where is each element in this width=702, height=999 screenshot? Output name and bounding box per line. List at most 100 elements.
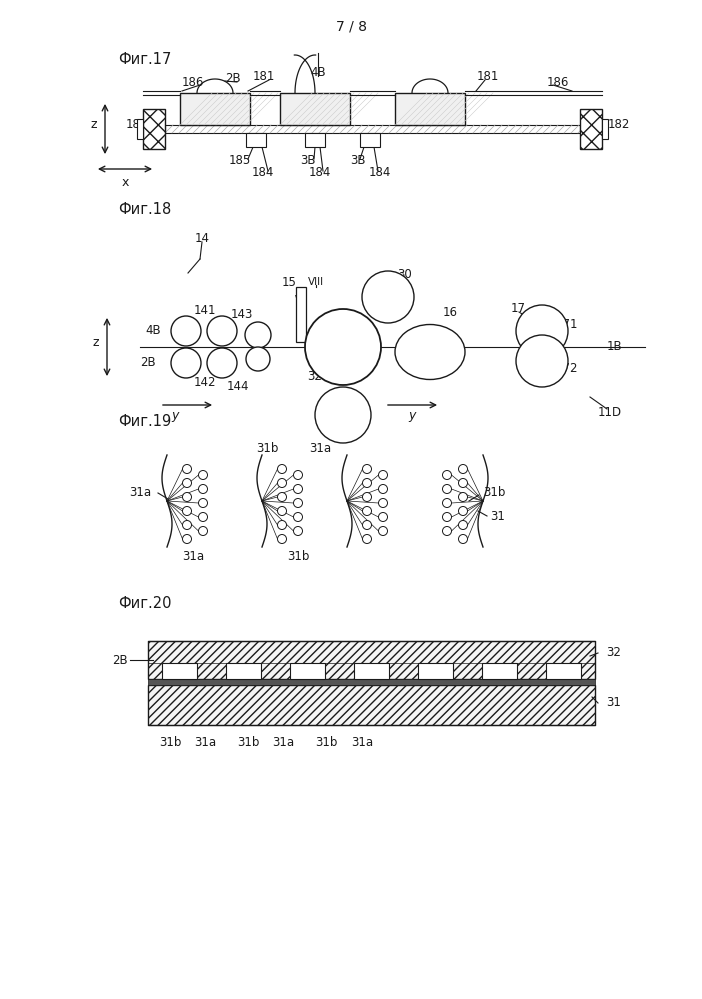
Text: 172: 172 (556, 363, 578, 376)
Circle shape (362, 534, 371, 543)
Circle shape (442, 499, 451, 507)
Bar (148, 685, 595, 725)
Text: 184: 184 (369, 167, 391, 180)
Text: z: z (91, 118, 97, 131)
Circle shape (207, 348, 237, 378)
Text: y: y (409, 409, 416, 422)
Text: VII: VII (337, 332, 349, 342)
Circle shape (293, 512, 303, 521)
Text: 184: 184 (309, 167, 331, 180)
Bar (165, 125, 580, 133)
Text: 2B: 2B (112, 653, 128, 666)
Bar (162, 663, 197, 679)
Circle shape (378, 499, 388, 507)
Text: z: z (93, 336, 99, 349)
Text: 11D: 11D (598, 406, 622, 419)
Circle shape (277, 479, 286, 488)
Text: 143: 143 (231, 308, 253, 321)
Bar (246, 133, 266, 147)
Text: 181: 181 (253, 71, 275, 84)
Text: 4B: 4B (145, 325, 161, 338)
Circle shape (183, 520, 192, 529)
Text: y: y (171, 409, 179, 422)
Circle shape (183, 493, 192, 501)
Text: ↓: ↓ (297, 307, 305, 317)
Bar (354, 663, 389, 679)
Text: 30: 30 (397, 269, 412, 282)
Text: 31a: 31a (309, 443, 331, 456)
Text: 141: 141 (194, 305, 216, 318)
Bar (290, 663, 325, 679)
Text: 182: 182 (608, 118, 630, 131)
Text: 31: 31 (606, 696, 621, 709)
Text: 32: 32 (606, 646, 621, 659)
Bar (143, 109, 165, 149)
Text: ←: ← (334, 346, 342, 356)
Bar (580, 109, 602, 149)
Text: ↓: ↓ (384, 297, 392, 307)
Circle shape (458, 506, 468, 515)
Text: 31b: 31b (237, 736, 259, 749)
Circle shape (199, 499, 208, 507)
Text: 31b: 31b (287, 549, 309, 562)
Circle shape (516, 335, 568, 387)
Text: 186: 186 (547, 76, 569, 89)
Circle shape (516, 305, 568, 357)
Circle shape (458, 493, 468, 501)
Circle shape (442, 512, 451, 521)
Text: VIII: VIII (295, 295, 307, 304)
Circle shape (458, 479, 468, 488)
Text: 185: 185 (229, 155, 251, 168)
Text: ⇒: ⇒ (341, 416, 348, 425)
Text: 31a: 31a (351, 736, 373, 749)
Bar (180, 93, 250, 125)
Circle shape (183, 506, 192, 515)
Circle shape (315, 387, 371, 443)
Text: VII: VII (337, 402, 349, 412)
Circle shape (378, 526, 388, 535)
Text: 142: 142 (194, 376, 216, 389)
Text: 31a: 31a (129, 487, 151, 500)
Circle shape (362, 520, 371, 529)
Ellipse shape (395, 325, 465, 380)
Circle shape (442, 526, 451, 535)
Circle shape (378, 471, 388, 480)
Circle shape (246, 347, 270, 371)
Circle shape (362, 479, 371, 488)
Text: Фиг.17: Фиг.17 (118, 52, 171, 67)
Bar (418, 663, 453, 679)
Circle shape (199, 485, 208, 494)
Circle shape (378, 512, 388, 521)
Circle shape (199, 526, 208, 535)
Circle shape (458, 520, 468, 529)
Circle shape (293, 471, 303, 480)
Text: 184: 184 (252, 167, 274, 180)
Circle shape (207, 316, 237, 346)
Circle shape (183, 479, 192, 488)
Text: 14: 14 (194, 233, 209, 246)
Circle shape (442, 471, 451, 480)
Bar (148, 679, 595, 685)
Bar (545, 663, 581, 679)
Text: Фиг.18: Фиг.18 (118, 202, 171, 217)
Bar (395, 93, 465, 125)
Bar (137, 119, 143, 139)
Text: 31: 31 (491, 509, 505, 522)
Circle shape (183, 465, 192, 474)
Text: 31a: 31a (272, 736, 294, 749)
Text: 31b: 31b (483, 487, 505, 500)
Circle shape (293, 526, 303, 535)
Text: 2B: 2B (225, 73, 241, 86)
Text: 186: 186 (182, 76, 204, 89)
Text: 7 / 8: 7 / 8 (336, 20, 366, 34)
Text: 32: 32 (307, 371, 322, 384)
Bar (226, 663, 261, 679)
Text: VIII: VIII (308, 277, 324, 287)
Bar (482, 663, 517, 679)
Circle shape (362, 271, 414, 323)
Text: Фиг.20: Фиг.20 (118, 596, 171, 611)
Circle shape (442, 485, 451, 494)
Text: 144: 144 (227, 381, 249, 394)
Circle shape (171, 348, 201, 378)
Text: 3B: 3B (300, 155, 316, 168)
